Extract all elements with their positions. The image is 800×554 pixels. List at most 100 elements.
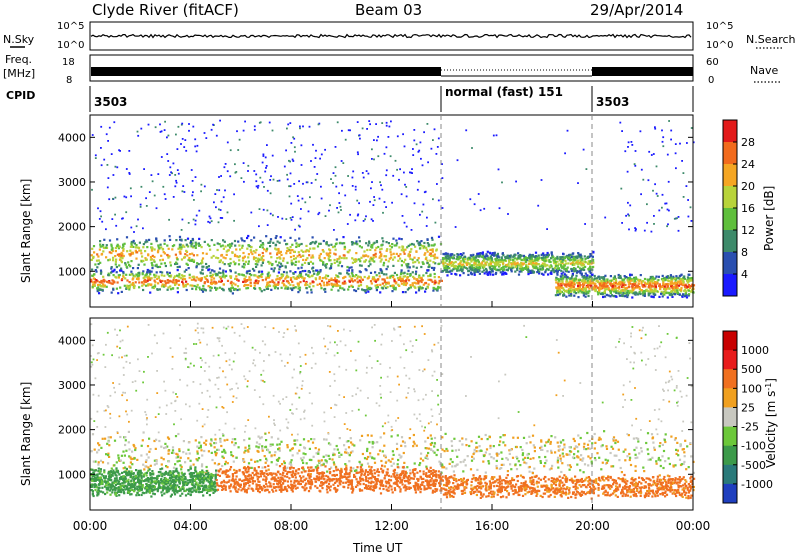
echo-cell-2: [571, 263, 574, 266]
echo-cell-2: [592, 251, 595, 254]
echo-cell-scatter: [244, 120, 246, 123]
echo-cell-3: [580, 273, 583, 276]
echo-cell-0: [260, 436, 263, 439]
echo-cell-2: [509, 256, 512, 259]
echo-cell-1: [371, 278, 374, 281]
echo-cell-scatter: [203, 185, 206, 188]
echo-cell-scatter: [175, 133, 177, 136]
echo-cell-1: [338, 272, 341, 275]
echo-cell-2: [477, 270, 480, 273]
echo-cell-2: [538, 272, 541, 275]
echo-cell-scatter: [330, 178, 332, 180]
echo-cell-3: [626, 286, 629, 290]
echo-cell-3: [645, 282, 648, 286]
echo-cell-3: [572, 282, 575, 285]
echo-cell-1: [316, 273, 319, 276]
echo-cell-0: [108, 444, 111, 447]
echo-cell-scatter: [687, 199, 689, 201]
echo-cell-2: [477, 260, 480, 263]
echo-cell-1: [294, 286, 297, 289]
echo-cell-1: [347, 288, 350, 291]
echo-cell-3: [686, 279, 689, 282]
echo-cell-0: [309, 260, 312, 263]
echo-cell-2: [561, 266, 564, 269]
echo-cell-scatter: [372, 204, 375, 206]
echo-cell-1: [409, 286, 412, 289]
echo-cell-0: [521, 452, 525, 455]
echo-cell-scatter: [200, 190, 202, 193]
echo-cell-0: [133, 445, 136, 448]
echo-cell-2: [556, 272, 559, 275]
echo-cell-3: [590, 275, 593, 278]
echo-cell-0: [540, 439, 543, 442]
echo-cell-1: [125, 287, 128, 290]
echo-cell-3: [643, 293, 646, 296]
echo-cell-1: [198, 286, 201, 289]
echo-cell-2: [528, 253, 531, 256]
echo-cell-2: [543, 256, 546, 260]
echo-cell-0: [506, 470, 509, 473]
echo-cell-0: [462, 460, 465, 463]
echo-cell-2: [444, 252, 447, 255]
echo-cell-0: [407, 269, 410, 272]
echo-cell-1: [406, 272, 409, 275]
echo-cell-0: [420, 452, 423, 455]
echo-cell-0: [184, 239, 187, 242]
echo-cell-scatter: [674, 143, 677, 145]
echo-cell-1: [142, 270, 145, 273]
echo-cell-0: [353, 469, 357, 472]
echo-cell-scatter: [100, 164, 103, 167]
echo-cell-0: [364, 268, 367, 271]
echo-cell-scatter: [110, 153, 113, 155]
echo-cell-3: [665, 288, 668, 291]
echo-cell-3: [619, 276, 622, 279]
echo-cell-0: [210, 438, 213, 441]
echo-cell-2: [509, 254, 512, 257]
echo-cell-0: [166, 253, 169, 257]
echo-cell-3: [690, 279, 693, 282]
echo-cell-0: [308, 254, 311, 257]
echo-cell-0: [495, 459, 498, 462]
echo-cell-3: [621, 289, 624, 292]
echo-cell-scatter: [381, 122, 384, 124]
echo-cell-1: [335, 274, 338, 277]
echo-cell-0: [163, 262, 166, 265]
echo-cell-0: [384, 456, 387, 459]
echo-cell-2: [546, 251, 549, 255]
echo-cell-1: [362, 289, 365, 292]
echo-cell-0: [651, 456, 654, 459]
echo-cell-scatter: [98, 218, 101, 220]
echo-cell-1: [418, 287, 421, 290]
echo-cell-1: [422, 283, 425, 286]
echo-cell-1: [420, 280, 423, 284]
echo-cell-0: [180, 465, 183, 468]
echo-cell-1: [433, 287, 436, 290]
echo-cell-3: [574, 277, 578, 280]
echo-cell-scatter: [237, 149, 240, 151]
echo-cell-scatter: [307, 210, 310, 213]
echo-cell-scatter: [172, 196, 175, 198]
echo-cell-0: [389, 460, 392, 463]
echo-cell-0: [132, 239, 135, 242]
echo-cell-scatter: [658, 209, 661, 212]
echo-cell-2: [453, 264, 456, 267]
echo-cell-0: [316, 245, 320, 248]
echo-cell-1: [380, 270, 384, 273]
echo-cell-0: [261, 260, 265, 263]
echo-cell-0: [470, 440, 473, 443]
echo-cell-1: [182, 282, 185, 285]
echo-cell-0: [598, 456, 601, 459]
echo-cell-3: [580, 287, 583, 291]
echo-cell-0: [320, 459, 323, 462]
echo-cell-scatter: [226, 170, 229, 173]
echo-cell-0: [233, 444, 236, 447]
echo-cell-0: [218, 462, 221, 466]
echo-cell-0: [432, 244, 435, 247]
echo-cell-0: [250, 251, 253, 254]
echo-cell-1: [167, 281, 170, 284]
echo-cell-3: [677, 284, 681, 287]
echo-cell-0: [484, 433, 487, 437]
echo-cell-0: [464, 464, 467, 467]
echo-cell-0: [330, 262, 333, 266]
echo-cell-0: [628, 452, 631, 456]
